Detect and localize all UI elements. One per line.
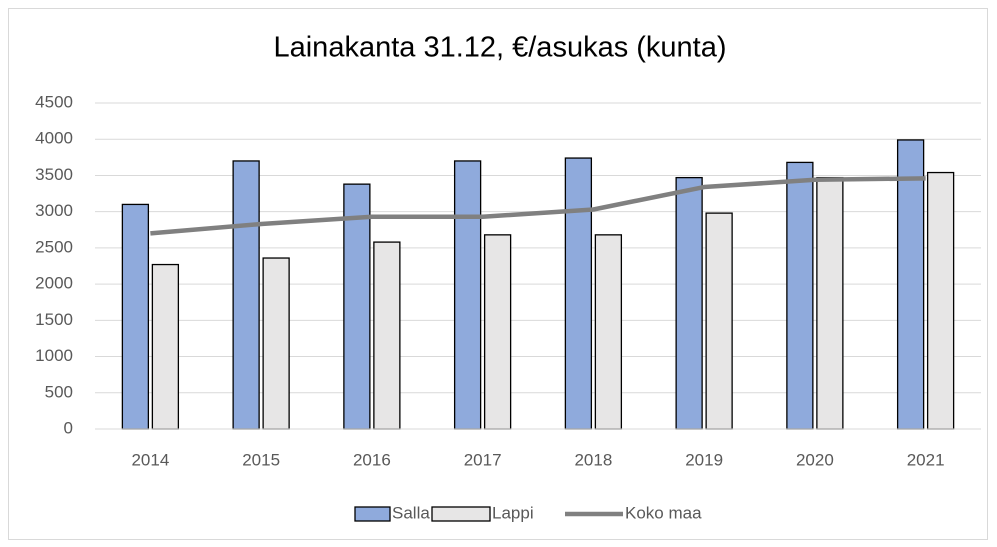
legend-swatch [354, 506, 391, 522]
bar [151, 263, 180, 430]
chart-title: Lainakanta 31.12, €/asukas (kunta) [273, 32, 726, 64]
bar [343, 183, 371, 430]
bar [121, 203, 150, 430]
legend-label: Koko maa [625, 503, 702, 522]
bar [594, 234, 623, 430]
y-tick-label: 0 [64, 418, 73, 437]
bar [675, 176, 703, 430]
x-tick-label: 2019 [685, 450, 723, 469]
y-tick-label: 2500 [35, 237, 73, 256]
bar [453, 160, 482, 430]
x-tick-label: 2021 [907, 450, 945, 469]
legend-swatch [431, 506, 491, 522]
y-tick-label: 3500 [35, 165, 73, 184]
y-tick-label: 1000 [35, 346, 73, 365]
bar [232, 160, 260, 430]
y-tick-label: 4000 [35, 129, 73, 148]
x-tick-label: 2020 [796, 450, 834, 469]
x-tick-label: 2014 [131, 450, 169, 469]
bar [262, 257, 290, 430]
bar [896, 139, 925, 430]
x-tick-label: 2016 [353, 450, 391, 469]
legend-label: Salla [392, 503, 430, 522]
y-tick-label: 1500 [35, 310, 73, 329]
bar [705, 212, 733, 430]
x-tick-label: 2017 [464, 450, 502, 469]
line [150, 176, 926, 236]
bar [926, 171, 955, 430]
bar [483, 234, 512, 430]
y-tick-label: 4500 [35, 92, 73, 111]
x-tick-label: 2015 [242, 450, 280, 469]
y-tick-label: 2000 [35, 274, 73, 293]
y-tick-label: 500 [45, 382, 73, 401]
y-tick-label: 3000 [35, 201, 73, 220]
x-tick-label: 2018 [574, 450, 612, 469]
bar [786, 161, 814, 430]
bar [373, 241, 401, 430]
bar [564, 157, 593, 430]
bar [816, 176, 844, 430]
legend-label: Lappi [492, 503, 534, 522]
